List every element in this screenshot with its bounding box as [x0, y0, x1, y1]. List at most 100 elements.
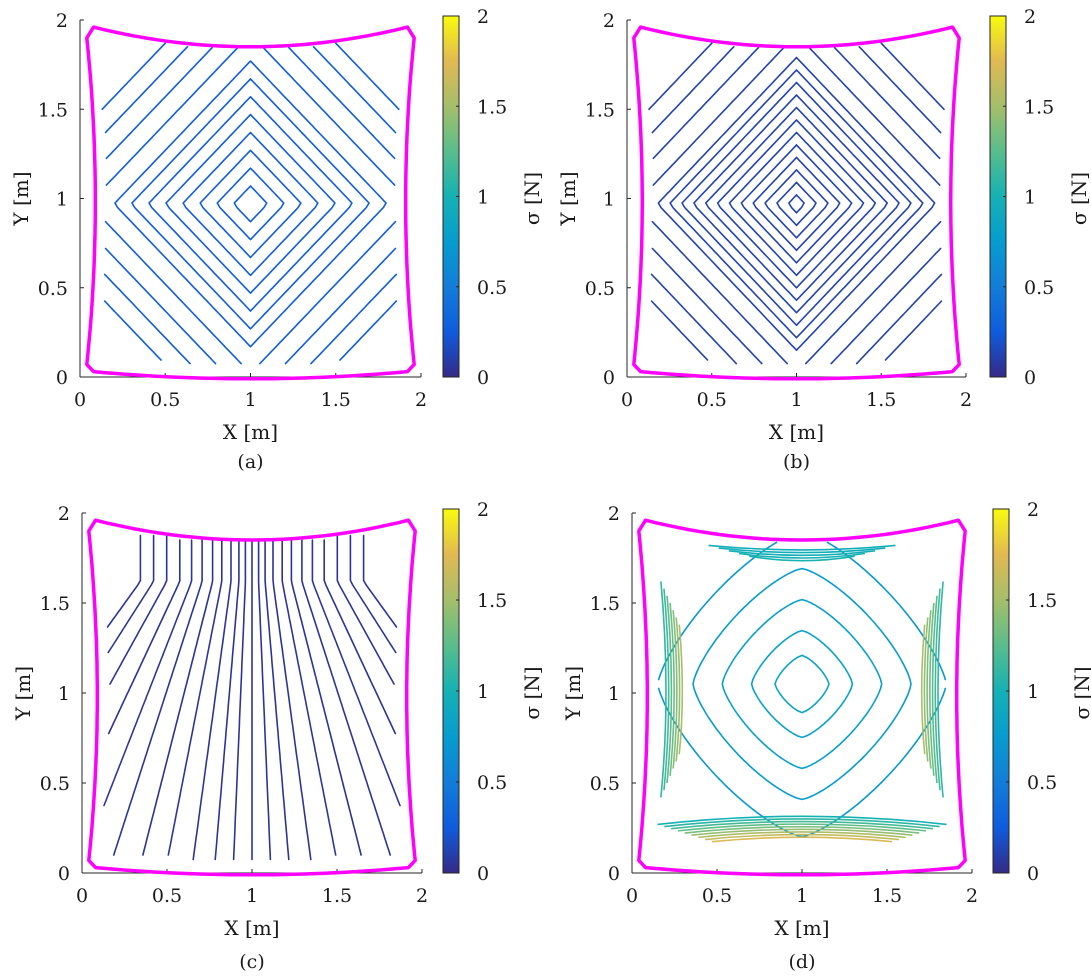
domain-boundary	[87, 518, 417, 877]
contour-line	[301, 539, 391, 856]
contour-line	[657, 56, 936, 351]
contour-line	[740, 144, 853, 264]
colorbar-label: σ [N]	[1070, 666, 1091, 719]
y-tick-label: 1	[603, 189, 615, 211]
contour-line	[728, 550, 876, 557]
contour-line	[669, 69, 924, 339]
x-tick-label: 1.5	[321, 389, 351, 411]
contour-line	[657, 541, 947, 838]
contour-line	[362, 534, 398, 628]
contour-line	[752, 156, 841, 252]
colorbar-label: σ [N]	[520, 666, 544, 719]
x-tick-label: 1.5	[866, 389, 896, 411]
colorbar-tick-label: 0.5	[1027, 772, 1057, 794]
contour-line	[272, 539, 312, 861]
contour-line	[788, 194, 805, 214]
contour-line	[657, 815, 947, 826]
x-tick-label: 1	[796, 885, 808, 907]
panel-caption: (a)	[237, 451, 263, 473]
contour-line	[666, 595, 673, 784]
contour-panel-b: 0 0.5 1 1.5 2 0 0.5 1 1.5 2 X [m] Y [m] (b) 0 0.5 1 1.5 2…	[556, 6, 1091, 473]
contour-line	[664, 818, 940, 828]
contour-line	[323, 539, 397, 735]
colorbar-tick-label: 0.5	[1024, 277, 1054, 299]
contour-line	[165, 113, 336, 294]
y-tick-label: 1.5	[585, 99, 615, 121]
contour-line	[776, 181, 817, 227]
domain-boundary	[632, 25, 961, 381]
x-tick-label: 0	[626, 885, 638, 907]
contour-line	[923, 617, 929, 762]
contour-line	[774, 654, 830, 714]
colorbar-label: σ [N]	[520, 172, 544, 225]
contour-line	[182, 131, 319, 277]
contour-line	[728, 131, 865, 277]
contour-panel-c: 0 0.5 1 1.5 2 0 0.5 1 1.5 2 X [m] Y [m] (c) 0 0.5 1 1.5 2…	[11, 499, 544, 973]
x-axis-label: X [m]	[769, 420, 824, 444]
x-tick-label: 1.5	[872, 885, 902, 907]
colorbar-tick-label: 1	[1027, 681, 1039, 703]
y-tick-label: 0	[56, 367, 68, 389]
colorbar-tick-label: 0.5	[477, 772, 507, 794]
contour-line	[199, 149, 302, 259]
domain-boundary	[85, 25, 416, 381]
x-tick-label: 1	[246, 885, 258, 907]
colorbar-tick-label: 0	[1024, 367, 1036, 389]
x-tick-label: 2	[960, 389, 972, 411]
x-tick-label: 2	[966, 885, 978, 907]
contour-line	[106, 534, 142, 628]
contour-line	[101, 42, 400, 361]
contour-band-bottom	[657, 815, 947, 843]
contour-line	[104, 46, 397, 365]
x-tick-label: 1	[790, 389, 802, 411]
contour-line	[131, 78, 370, 330]
x-tick-label: 0	[76, 885, 88, 907]
contour-lines	[101, 42, 400, 365]
y-tick-label: 0	[58, 863, 70, 885]
colorbar-tick-label: 2	[1024, 6, 1036, 28]
contour-line	[708, 544, 896, 551]
x-tick-label: 0.5	[150, 389, 180, 411]
contour-line	[660, 581, 667, 798]
y-axis-label: Y [m]	[561, 666, 585, 721]
contour-line	[107, 534, 155, 654]
colorbar-tick-label: 2	[477, 6, 489, 28]
contour-band-side	[920, 581, 944, 798]
contour-line	[336, 534, 395, 685]
x-tick-label: 0	[74, 389, 86, 411]
colorbar-tick-label: 0	[1027, 863, 1039, 885]
x-tick-label: 2	[416, 885, 428, 907]
contour-line	[349, 534, 397, 654]
contour-line	[148, 96, 353, 312]
contour-line	[705, 833, 899, 841]
contour-line	[693, 94, 900, 314]
x-tick-label: 2	[415, 389, 427, 411]
x-tick-label: 1	[244, 389, 256, 411]
contour-lines	[657, 541, 947, 838]
panel-caption: (c)	[239, 951, 264, 973]
y-tick-label: 2	[608, 503, 620, 525]
contour-line	[104, 46, 397, 365]
contour-panel-d: 0 0.5 1 1.5 2 0 0.5 1 1.5 2 X [m] Y [m] (d) 0 0.5 1 1.5 2…	[561, 499, 1091, 973]
contour-line	[920, 624, 926, 755]
contour-line	[290, 539, 362, 856]
contour-line	[216, 167, 285, 241]
contour-band-side	[660, 581, 684, 798]
y-tick-label: 1	[608, 683, 620, 705]
contour-line	[677, 823, 927, 832]
x-tick-label: 0.5	[697, 389, 727, 411]
contour-line	[142, 539, 214, 856]
contour-line	[103, 46, 398, 365]
colorbar-tick-label: 0	[477, 863, 489, 885]
y-axis-label: Y [m]	[11, 666, 35, 721]
contour-line	[669, 602, 675, 776]
contour-line	[257, 539, 272, 861]
contour-line	[764, 169, 829, 239]
x-axis-label: X [m]	[224, 916, 279, 940]
colorbar-tick-label: 1.5	[477, 96, 507, 118]
colorbar-tick-label: 1.5	[1027, 590, 1057, 612]
colorbar-tick-label: 1	[477, 681, 489, 703]
y-tick-label: 0.5	[38, 278, 68, 300]
contour-line	[926, 610, 932, 769]
